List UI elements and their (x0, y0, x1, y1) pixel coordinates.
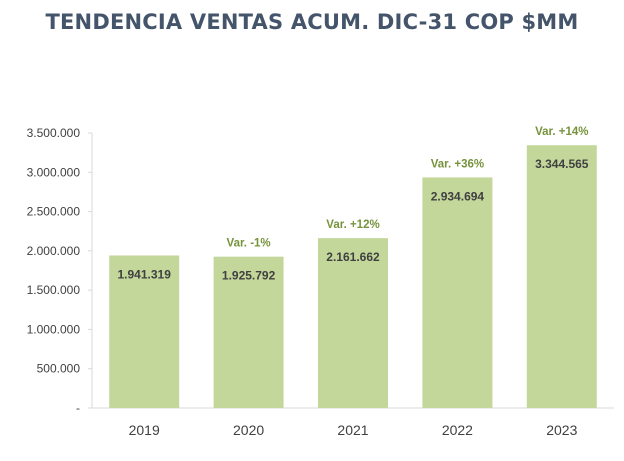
bar-2019 (109, 255, 180, 408)
y-tick-label: 2.500.000 (27, 205, 81, 219)
bar-2020 (213, 256, 284, 408)
bar-value-label: 1.941.319 (118, 267, 172, 281)
y-tick-label: 500.000 (37, 362, 81, 376)
y-tick-label: 3.500.000 (27, 126, 81, 140)
y-tick-label: 1.500.000 (27, 283, 81, 297)
x-tick-label: 2023 (546, 422, 577, 438)
bar-2021 (318, 238, 388, 408)
bar-value-label: 1.925.792 (222, 269, 276, 283)
x-tick-label: 2020 (233, 422, 264, 438)
chart-title: TENDENCIA VENTAS ACUM. DIC-31 COP $MM (45, 10, 579, 34)
y-tick-label: 2.000.000 (27, 244, 81, 258)
variation-label: Var. +36% (431, 158, 484, 170)
variation-label: Var. +12% (326, 219, 379, 231)
x-tick-label: 2019 (129, 422, 160, 438)
bar-2022 (422, 177, 493, 408)
x-tick-label: 2022 (442, 422, 473, 438)
variation-label: Var. +14% (535, 126, 588, 138)
bar-value-label: 3.344.565 (535, 157, 589, 171)
x-tick-label: 2021 (337, 422, 368, 438)
bar-value-label: 2.934.694 (431, 189, 485, 203)
variation-label: Var. -1% (227, 238, 271, 250)
y-tick-label: - (76, 401, 80, 415)
y-tick-label: 3.000.000 (27, 165, 81, 179)
bar-value-label: 2.161.662 (326, 250, 380, 264)
y-tick-label: 1.000.000 (27, 322, 81, 336)
bar-2023 (526, 145, 597, 408)
